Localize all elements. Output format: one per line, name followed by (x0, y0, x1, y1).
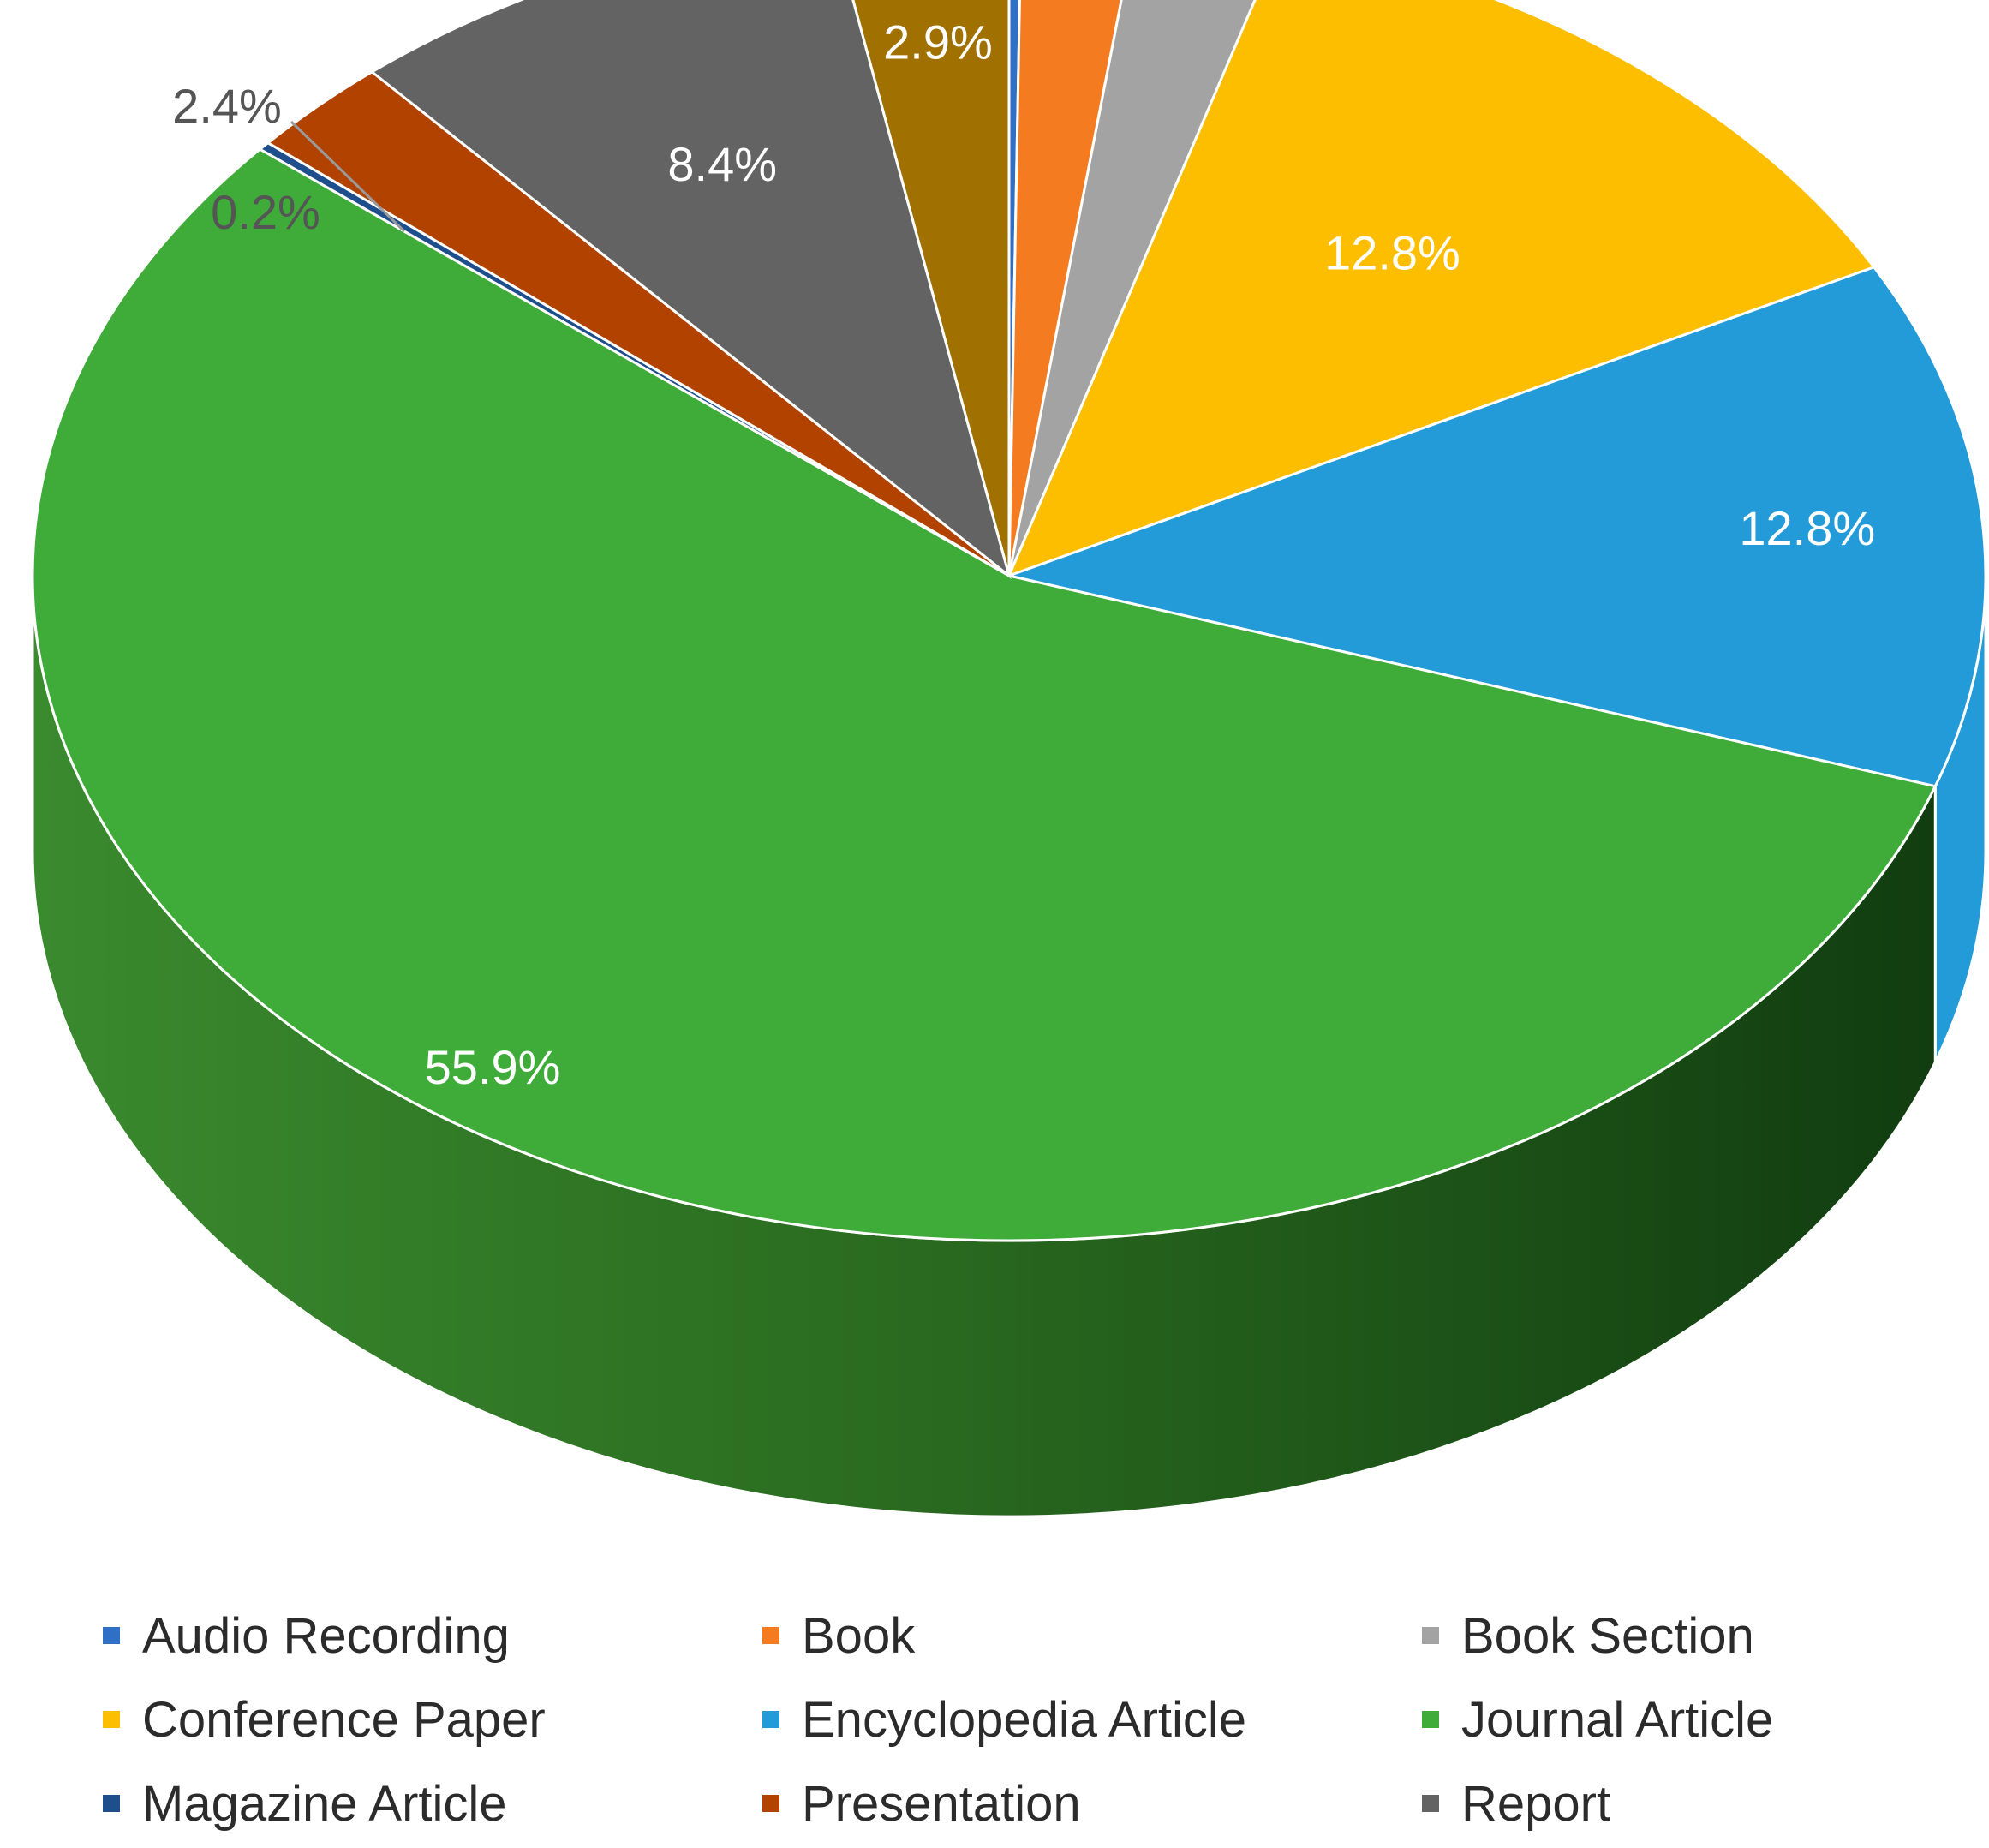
pie-top-layer (31, 0, 1987, 1242)
legend-label: Book (802, 1607, 916, 1664)
legend-item: Report (1422, 1761, 1919, 1845)
legend-swatch (762, 1795, 779, 1812)
data-label-layer: 0.2%1.9%2.4%12.8%12.8%55.9%0.2%2.4%8.4%2… (172, 15, 1875, 1094)
legend-label: Audio Recording (142, 1607, 510, 1664)
legend-item: Magazine Article (103, 1761, 762, 1845)
legend-label: Report (1461, 1775, 1611, 1832)
pie-slice-journal-article (31, 147, 1938, 1242)
legend-swatch (103, 1627, 120, 1644)
data-label: 55.9% (425, 1040, 561, 1094)
legend-swatch (762, 1627, 779, 1644)
legend-item: Book Section (1422, 1594, 1919, 1678)
pie-slice-audio-recording (1007, 0, 1021, 577)
data-label: 12.8% (1739, 501, 1875, 555)
data-label: 0.2% (211, 185, 320, 239)
legend-swatch (762, 1711, 779, 1728)
legend-item: Book (762, 1594, 1422, 1678)
legend-label: Magazine Article (142, 1775, 507, 1832)
legend-swatch (103, 1711, 120, 1728)
data-label: 2.4% (172, 79, 282, 133)
pie-slice-slice-9 (851, 0, 1011, 577)
data-label: 8.4% (667, 137, 777, 191)
legend-swatch (1422, 1627, 1439, 1644)
legend-swatch (1422, 1795, 1439, 1812)
pie-slice-report (369, 0, 1012, 579)
legend-swatch (103, 1795, 120, 1812)
legend-swatch (1422, 1711, 1439, 1728)
pie-slice-encyclopedia-article (1004, 266, 1987, 788)
legend-item: Encyclopedia Article (762, 1678, 1422, 1761)
legend-label: Presentation (802, 1775, 1081, 1832)
legend-item: Conference Paper (103, 1678, 762, 1761)
legend-label: Conference Paper (142, 1691, 546, 1748)
leader-line-layer (290, 120, 406, 233)
legend-item: Audio Recording (103, 1594, 762, 1678)
pie-slice-conference-paper (1006, 0, 1877, 578)
legend-label: Book Section (1461, 1607, 1754, 1664)
leader-line (290, 120, 406, 233)
data-label: 2.9% (883, 15, 993, 69)
pie-slice-book-section (1007, 0, 1257, 577)
legend-label: Encyclopedia Article (802, 1691, 1247, 1748)
legend-label: Journal Article (1461, 1691, 1774, 1748)
data-label: 12.8% (1324, 225, 1460, 279)
legend-item: Presentation (762, 1761, 1422, 1845)
legend-item: Journal Article (1422, 1678, 1919, 1761)
legend: Audio Recording Book Book Section Confer… (103, 1594, 1919, 1832)
